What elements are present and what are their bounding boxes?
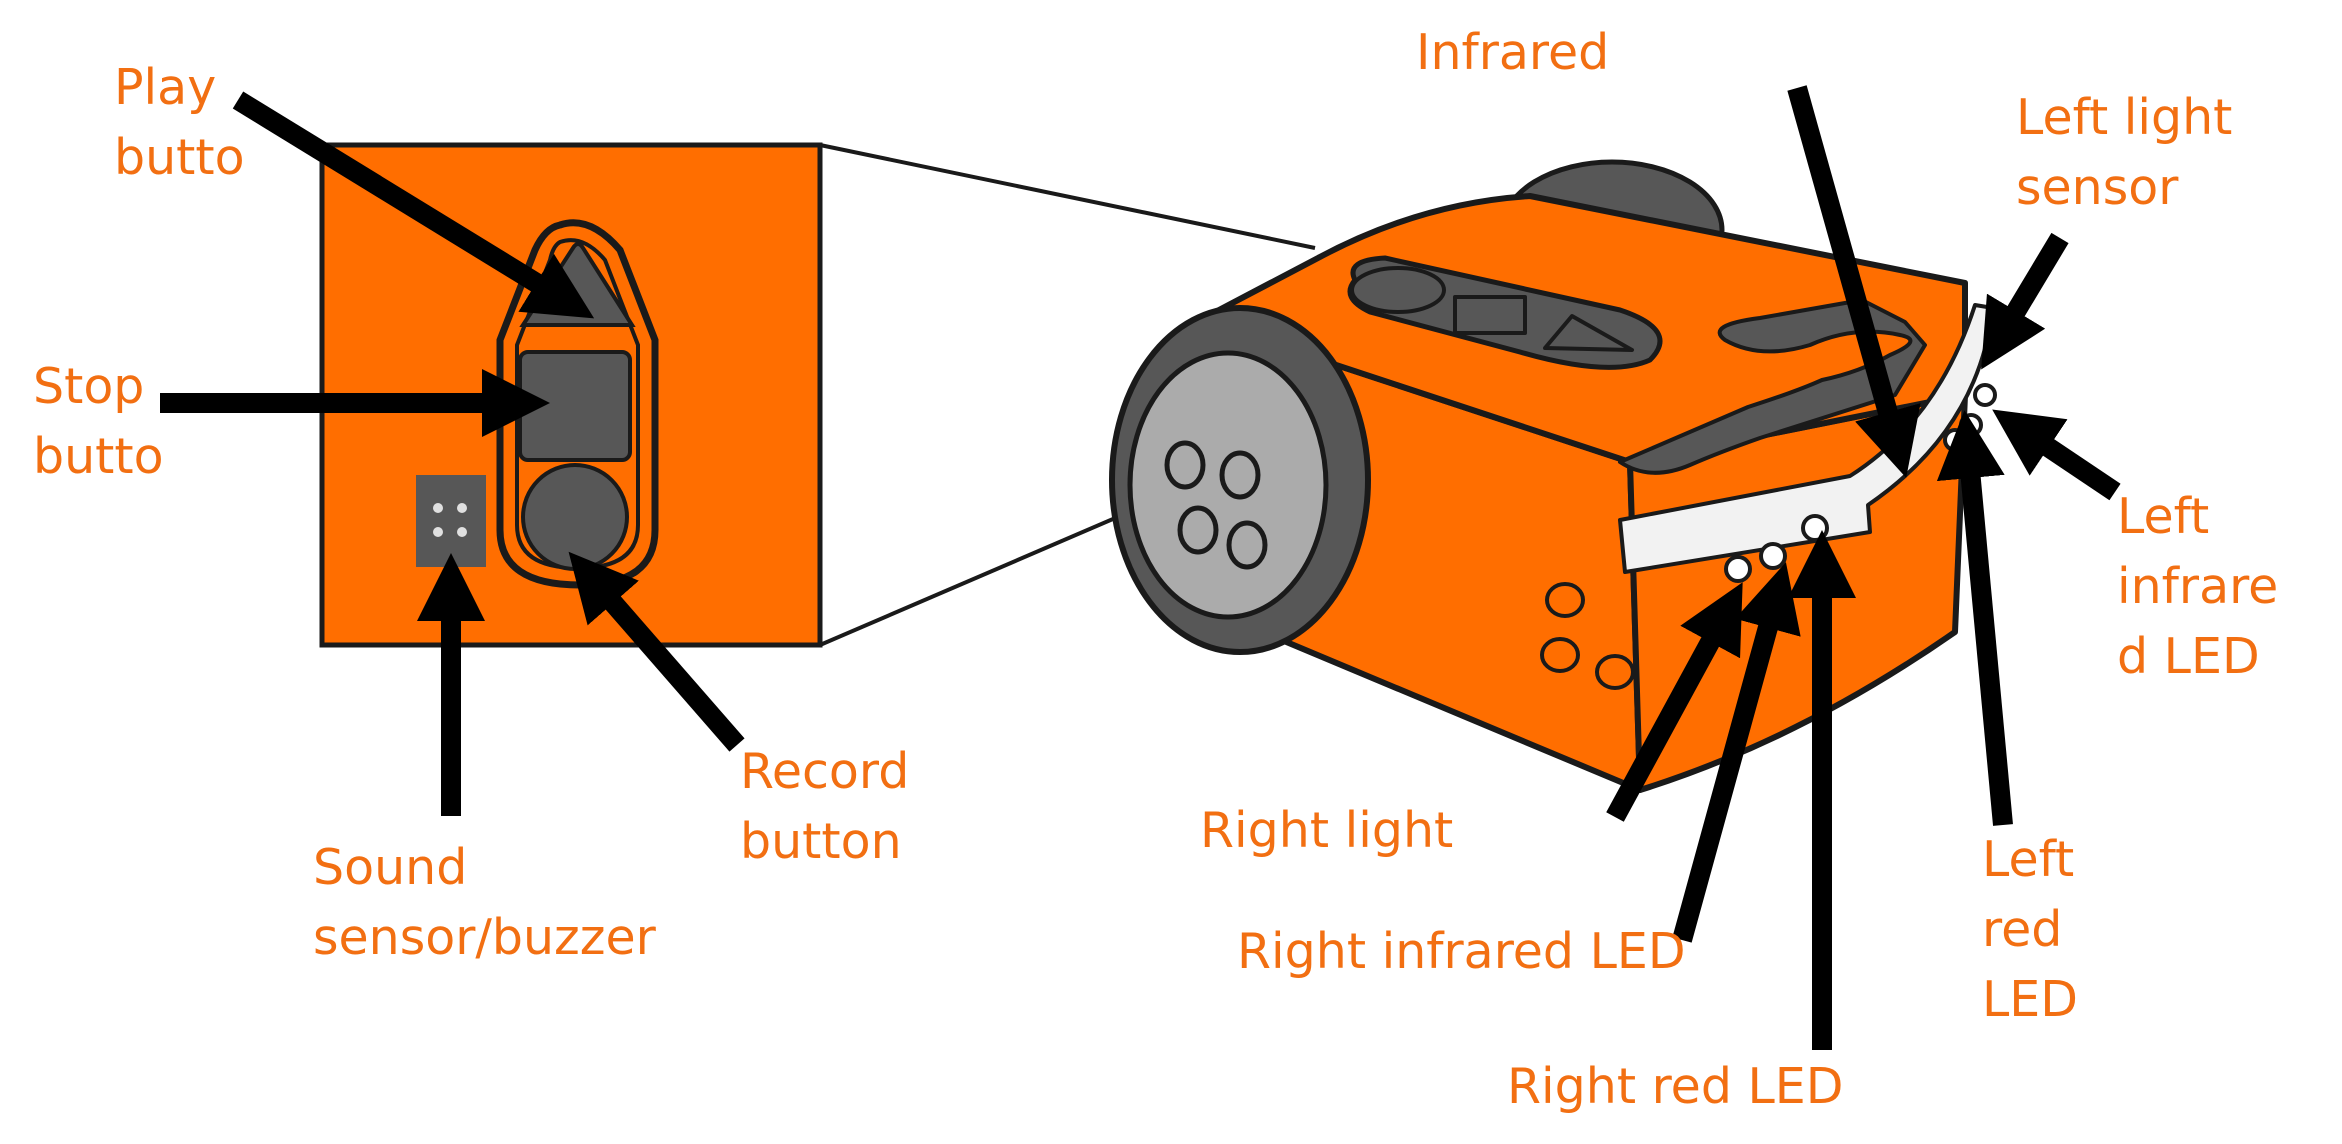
right-red-led-label: Right red LED	[1507, 1058, 1844, 1115]
edison-robot	[1109, 159, 1997, 793]
infrared-label: Infrared	[1416, 24, 1610, 81]
record-circle-icon[interactable]	[521, 463, 629, 571]
left-red-led-label: Left red LED	[1982, 831, 2078, 1028]
left-infrared-led-label: Left infrare d LED	[2117, 488, 2279, 685]
stop-square-icon[interactable]	[518, 350, 632, 462]
left-light-sensor-label: Left light sensor	[2016, 89, 2233, 216]
sound-sensor-grille	[416, 475, 486, 567]
play-arrow	[232, 91, 595, 319]
top-button-square	[1453, 295, 1527, 335]
left-light-arrow	[1981, 232, 2069, 370]
left-infrared-arrow	[1992, 409, 2121, 501]
callout-arrows	[160, 85, 2121, 1050]
stop-button-label: Stop butto	[33, 358, 164, 485]
lego-slot	[1618, 298, 1927, 475]
top-button-triangle	[1543, 314, 1634, 352]
sound-sensor-holes	[433, 503, 467, 537]
wheel-holes	[1164, 440, 1268, 570]
record-arrow	[568, 551, 745, 752]
infrared-arrow	[1787, 85, 1921, 478]
right-infrared-arrow	[1672, 562, 1801, 943]
record-button-label: Record button	[740, 743, 910, 870]
right-light-label: Right light	[1200, 802, 1454, 859]
side-holes	[1540, 582, 1635, 690]
right-light-arrow	[1606, 582, 1743, 822]
right-infrared-led-label: Right infrared LED	[1237, 923, 1686, 980]
left-red-arrow	[1936, 410, 2013, 826]
play-button-label: Play butto	[114, 59, 245, 186]
top-button-oval	[1350, 266, 1446, 314]
sound-sensor-label: Sound sensor/buzzer	[313, 839, 656, 966]
